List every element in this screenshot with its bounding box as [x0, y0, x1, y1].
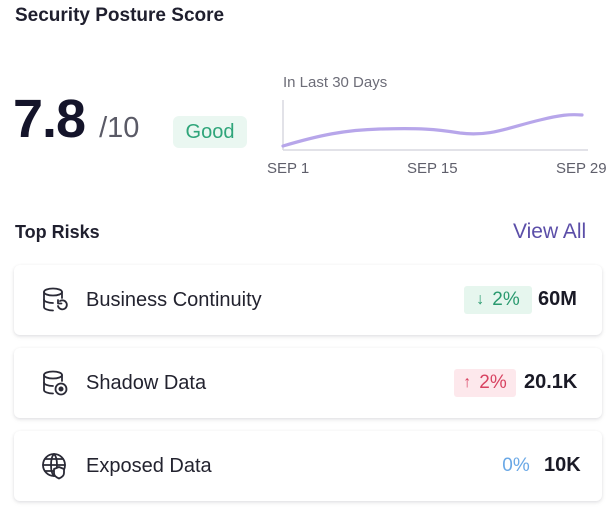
risk-card-business-continuity[interactable]: Business Continuity ↓ 2% 60M [14, 265, 602, 335]
trend-line [281, 113, 584, 148]
risk-delta-value: 2% [492, 289, 520, 310]
risk-value: 20.1K [524, 371, 578, 393]
trend-tick-start: SEP 1 [267, 160, 310, 177]
risk-value: 60M [538, 288, 577, 310]
risk-name: Exposed Data [86, 455, 212, 477]
score-value: 7.8 [13, 89, 86, 149]
risk-name: Business Continuity [86, 289, 262, 311]
risk-card-exposed-data[interactable]: Exposed Data 0% 10K [14, 431, 602, 501]
arrow-up-icon: ↑ [463, 374, 472, 391]
risk-delta-value: 2% [479, 372, 507, 393]
score-rating-badge: Good [173, 116, 247, 148]
database-eye-icon [43, 370, 68, 396]
score-max: /10 [99, 112, 140, 144]
risk-delta-badge: ↑ 2% [454, 369, 516, 397]
trend-tick-end: SEP 29 [556, 160, 607, 177]
risk-value: 10K [544, 454, 581, 476]
score-display: 7.8 /10 [13, 88, 139, 150]
trend-label: In Last 30 Days [283, 74, 388, 91]
trend-tick-mid: SEP 15 [407, 160, 458, 177]
arrow-down-icon: ↓ [476, 291, 485, 308]
view-all-link[interactable]: View All [513, 220, 587, 243]
trend-sparkline [281, 100, 588, 151]
risk-delta-badge: ↓ 2% [464, 286, 532, 314]
risk-card-shadow-data[interactable]: Shadow Data ↑ 2% 20.1K [14, 348, 602, 418]
risk-delta-badge: 0% [498, 452, 534, 480]
database-restore-icon [43, 287, 68, 312]
globe-shield-icon [42, 453, 66, 480]
widget-title: Security Posture Score [15, 5, 225, 26]
risk-delta-value: 0% [502, 455, 530, 476]
risk-name: Shadow Data [86, 372, 207, 394]
top-risks-title: Top Risks [15, 222, 100, 242]
